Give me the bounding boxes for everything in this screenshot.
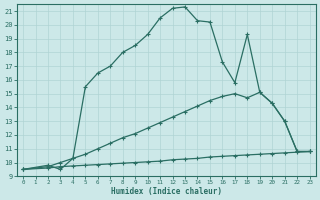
X-axis label: Humidex (Indice chaleur): Humidex (Indice chaleur): [111, 187, 222, 196]
